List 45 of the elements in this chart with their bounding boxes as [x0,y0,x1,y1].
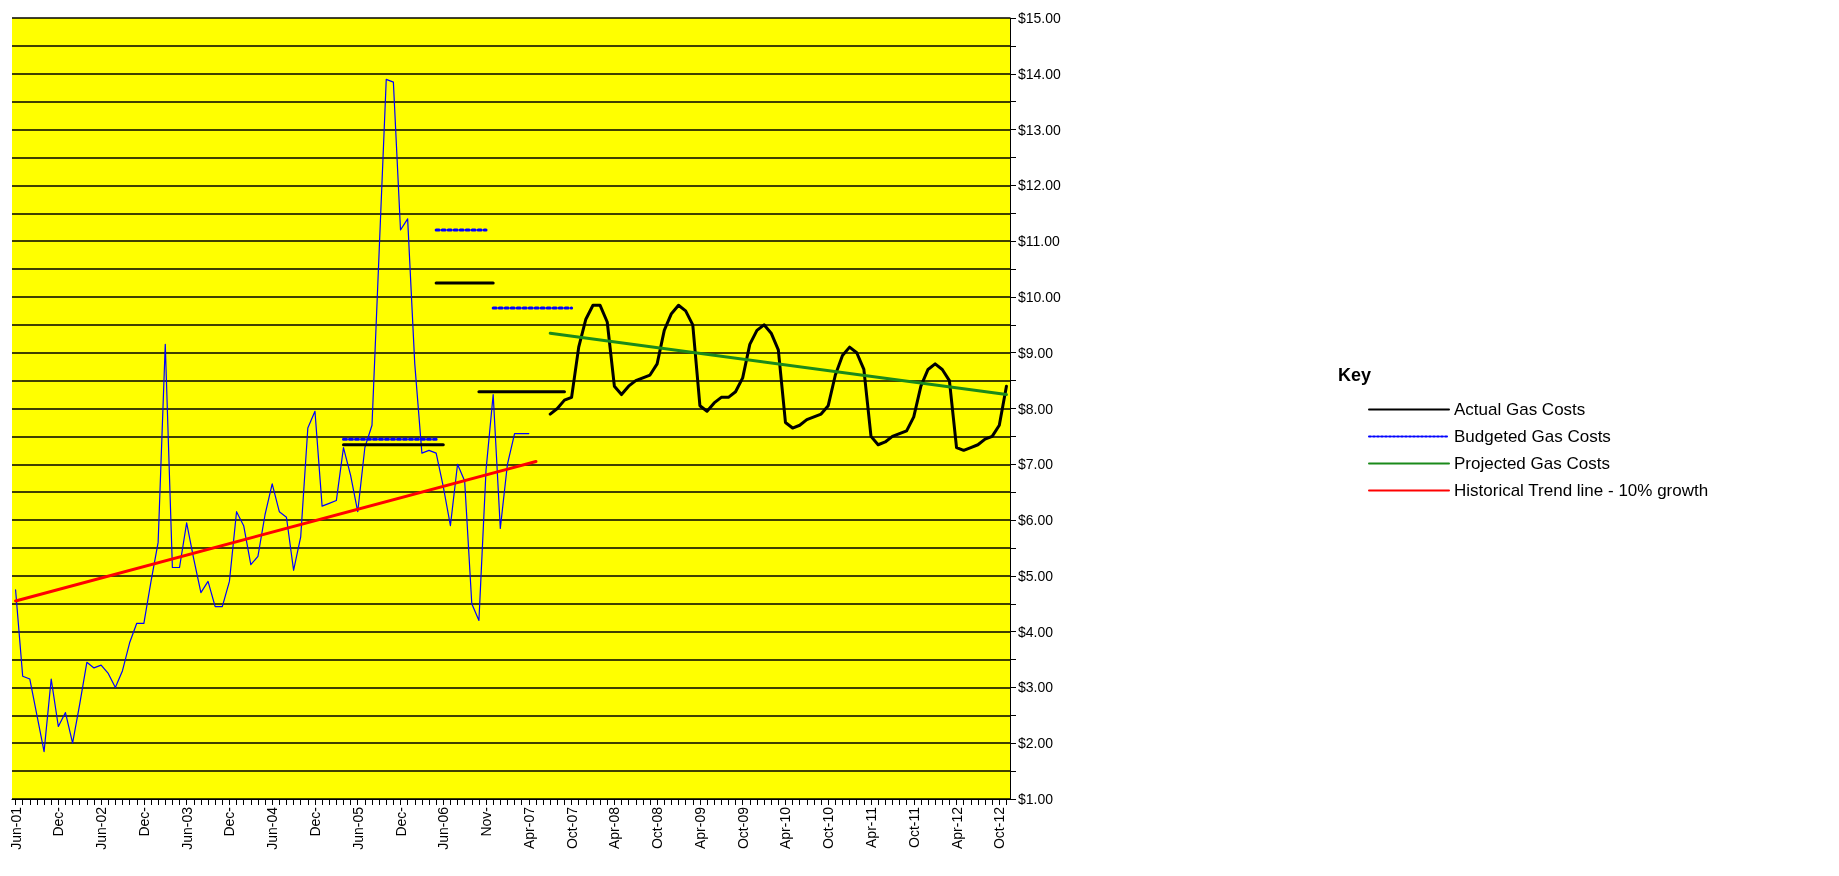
legend-label: Historical Trend line - 10% growth [1454,481,1709,500]
x-tick-label: Jun-03 [178,806,195,850]
x-tick-label: Dec- [221,806,238,837]
legend-label: Actual Gas Costs [1454,400,1586,419]
x-tick-label: Oct-11 [905,806,922,848]
x-tick-label: Oct-08 [649,806,666,850]
x-tick-label: Dec- [50,806,67,837]
x-tick-label: Apr-10 [777,806,794,850]
y-tick-label: $6.00 [1018,512,1054,529]
y-tick-label: $14.00 [1018,65,1062,82]
x-tick-label: Jun-02 [93,806,110,850]
x-tick-label: Dec- [392,806,409,837]
x-tick-label: Apr-12 [948,806,965,850]
legend-label: Budgeted Gas Costs [1454,427,1611,446]
y-tick-label: $5.00 [1018,567,1054,584]
x-tick-label: Jun-04 [264,806,281,850]
y-tick-label: $15.00 [1018,10,1062,26]
x-tick-label: Jun-01 [7,806,24,850]
x-tick-label: Apr-11 [862,806,879,848]
y-tick-label: $3.00 [1018,679,1054,696]
x-tick-label: Dec- [306,806,323,837]
y-tick-label: $11.00 [1018,233,1060,250]
y-tick-label: $4.00 [1018,623,1054,640]
y-tick-label: $10.00 [1018,288,1062,305]
y-tick-label: $1.00 [1018,791,1054,807]
x-tick-label: Oct-09 [734,806,751,850]
x-tick-label: Jun-06 [435,806,452,850]
x-tick-label: Nov- [478,806,495,837]
x-tick-label: Apr-08 [606,806,623,850]
x-tick-label: Jun-05 [349,806,366,850]
y-tick-label: $12.00 [1018,177,1062,194]
y-tick-label: $2.00 [1018,735,1054,752]
legend-title: Key [1338,365,1372,385]
y-tick-label: $8.00 [1018,400,1054,417]
x-tick-label: Oct-07 [563,806,580,850]
y-tick-label: $7.00 [1018,456,1054,473]
legend-label: Projected Gas Costs [1454,454,1610,473]
x-tick-label: Oct-10 [820,806,837,850]
x-tick-label: Apr-09 [691,806,708,850]
x-tick-label: Dec- [135,806,152,837]
y-tick-label: $13.00 [1018,121,1062,138]
x-tick-label: Oct-12 [991,806,1008,850]
line-series [14,78,530,753]
y-tick-label: $9.00 [1018,344,1054,361]
x-tick-label: Apr-07 [520,806,537,850]
